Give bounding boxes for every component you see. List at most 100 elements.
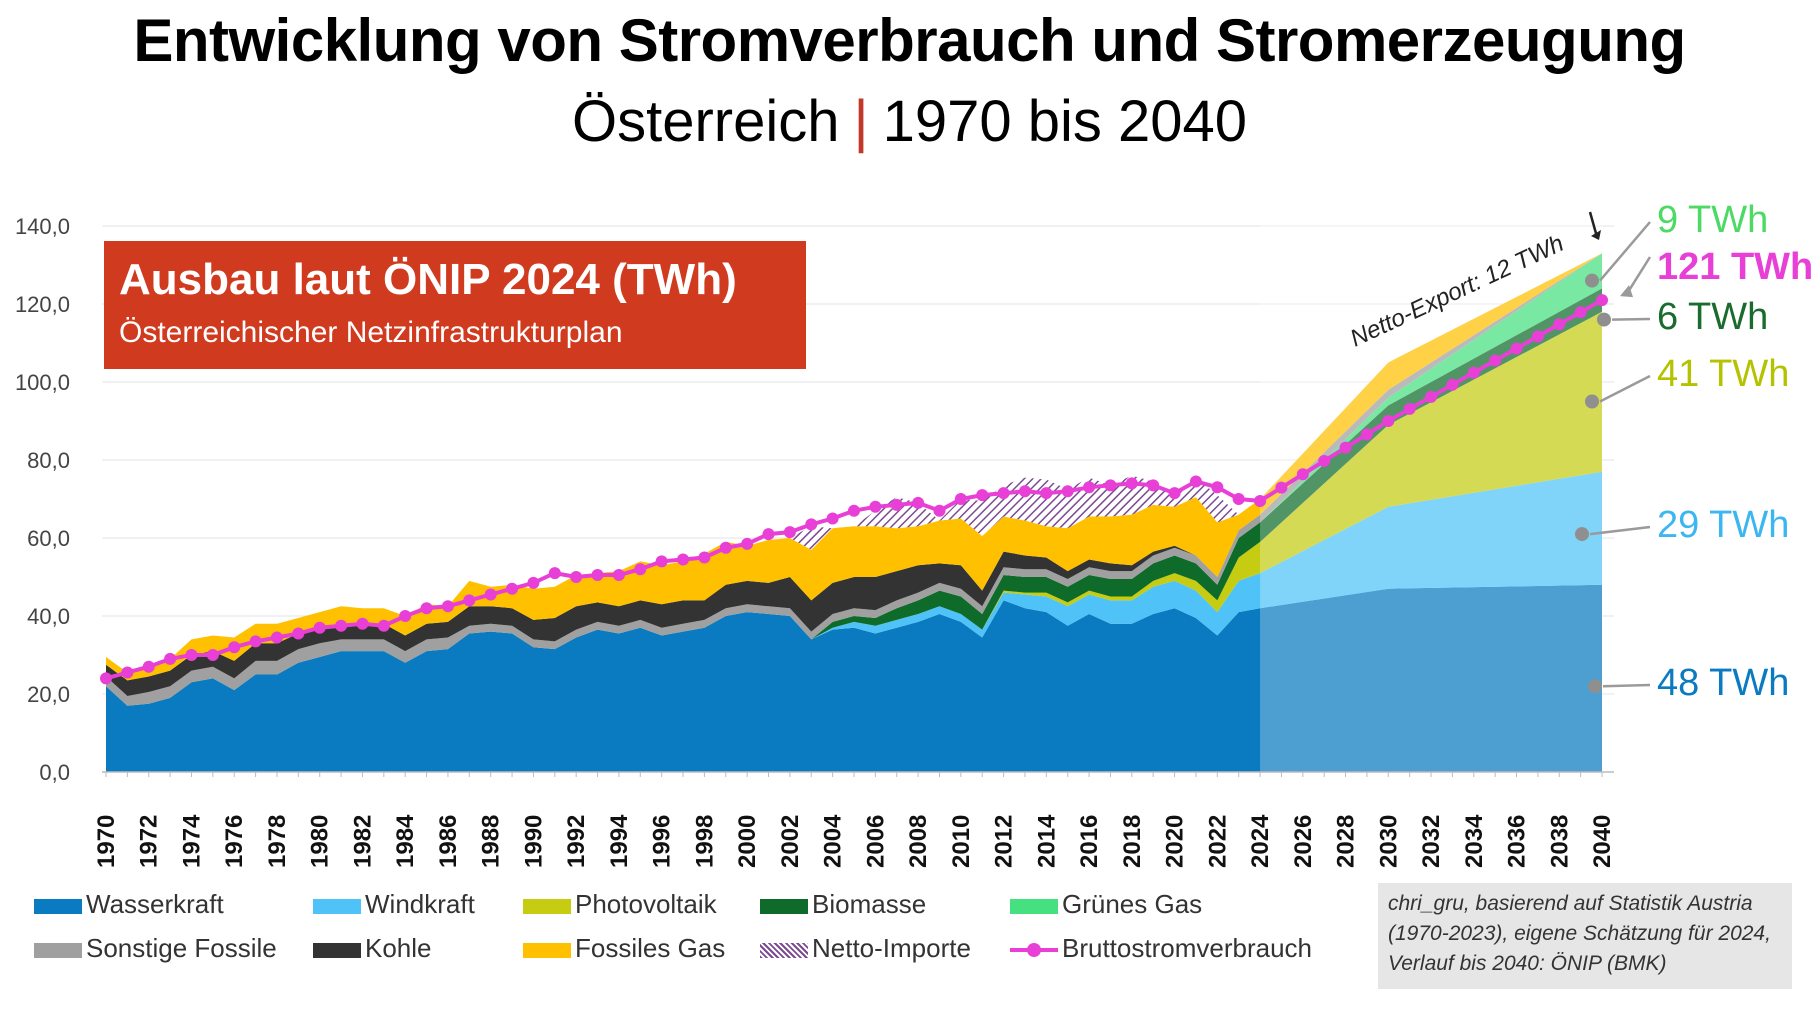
end-label-leader — [1589, 525, 1651, 536]
x-tick-label: 2014 — [1033, 814, 1060, 868]
line-point — [1275, 481, 1288, 494]
line-point — [1232, 493, 1245, 505]
x-tick-label: 2038 — [1546, 815, 1573, 868]
end-label-leader — [1599, 221, 1651, 282]
end-label: 41 TWh — [1657, 353, 1789, 395]
x-tick-label: 1986 — [435, 815, 462, 868]
x-tick-label: 2008 — [905, 815, 932, 868]
y-tick-label: 140,0 — [15, 214, 70, 239]
line-point — [1403, 402, 1416, 415]
line-point — [912, 496, 925, 509]
line-point — [506, 582, 519, 595]
line-point — [1467, 366, 1480, 379]
legend-label: Grünes Gas — [1062, 889, 1203, 919]
area-photovoltaik — [106, 311, 1602, 706]
line-point — [356, 617, 369, 630]
line-point — [270, 631, 283, 644]
line-point — [1318, 454, 1331, 467]
line-point — [1382, 415, 1395, 427]
x-tick-label: 2000 — [734, 815, 761, 868]
legend-label: Wasserkraft — [86, 889, 224, 919]
end-label-leader — [1611, 317, 1651, 321]
line-point — [463, 594, 476, 607]
x-tick-label: 2004 — [820, 814, 847, 868]
area-wasserkraft — [106, 584, 1602, 772]
legend-item: Netto-Importe — [760, 933, 971, 964]
line-point — [612, 569, 625, 582]
line-point — [591, 569, 604, 582]
line-point — [100, 672, 112, 685]
x-tick-label: 1994 — [606, 814, 633, 868]
x-tick-label: 1988 — [478, 815, 505, 868]
legend-swatch — [760, 942, 808, 958]
line-point — [228, 641, 241, 654]
line-point — [335, 619, 348, 632]
line-point — [1211, 481, 1224, 494]
x-tick-label: 2022 — [1204, 815, 1231, 868]
end-label: 9 TWh — [1657, 199, 1768, 241]
line-point — [1446, 378, 1459, 391]
chart-subtitle: Österreich | 1970 bis 2040 — [0, 88, 1819, 155]
x-tick-label: 2024 — [1247, 814, 1274, 868]
line-point — [206, 649, 219, 661]
line-point — [548, 567, 561, 580]
onip-badge: Ausbau laut ÖNIP 2024 (TWh) Österreichis… — [104, 241, 806, 369]
x-tick-label: 1992 — [563, 815, 590, 868]
y-tick-label: 0,0 — [39, 760, 70, 785]
line-point — [1104, 479, 1117, 492]
badge-title: Ausbau laut ÖNIP 2024 (TWh) — [119, 255, 737, 304]
line-point — [441, 600, 454, 613]
x-tick-label: 2026 — [1290, 815, 1317, 868]
line-point — [826, 512, 839, 525]
x-tick-label: 2016 — [1076, 815, 1103, 868]
end-label-dot — [1585, 273, 1599, 288]
y-tick-label: 20,0 — [27, 682, 70, 707]
projection-overlay — [1260, 206, 1603, 772]
area-kohle — [106, 253, 1602, 697]
y-tick-label: 120,0 — [15, 292, 70, 317]
x-tick-label: 2034 — [1461, 814, 1488, 868]
legend-label: Bruttostromverbrauch — [1062, 933, 1312, 963]
end-label: 29 TWh — [1657, 504, 1789, 546]
source-line: chri_gru, basierend auf Statistik Austri… — [1388, 892, 1753, 915]
export-arrowhead — [1591, 230, 1601, 240]
line-point — [164, 652, 177, 665]
x-tick-label: 1978 — [264, 815, 291, 868]
y-tick-label: 80,0 — [27, 448, 70, 473]
line-point — [1425, 390, 1438, 403]
line-point — [185, 649, 198, 661]
line-point — [1189, 475, 1202, 488]
x-tick-label: 1980 — [307, 815, 334, 868]
x-tick-label: 2002 — [777, 815, 804, 868]
line-point — [1168, 487, 1181, 500]
line-point — [1147, 479, 1160, 492]
x-tick-label: 2028 — [1333, 815, 1360, 868]
end-label: 48 TWh — [1657, 662, 1789, 704]
end-label-dot — [1588, 679, 1602, 694]
legend-item: Sonstige Fossile — [34, 933, 277, 964]
y-tick-label: 40,0 — [27, 604, 70, 629]
legend-label: Windkraft — [365, 889, 475, 919]
x-tick-label: 1984 — [392, 814, 419, 868]
y-tick-label: 100,0 — [15, 370, 70, 395]
line-point — [1531, 330, 1544, 343]
x-tick-label: 2020 — [1162, 815, 1189, 868]
line-point — [1061, 485, 1074, 498]
x-tick-label: 2032 — [1418, 815, 1445, 868]
line-point — [484, 588, 497, 601]
consumption-line — [100, 294, 1608, 685]
projection-shade — [1260, 206, 1603, 772]
line-point — [719, 541, 732, 554]
end-label: 6 TWh — [1657, 296, 1768, 338]
line-point — [313, 621, 326, 634]
line-point — [698, 551, 711, 564]
legend-swatch — [1010, 942, 1058, 958]
legend-item: Fossiles Gas — [523, 933, 725, 964]
end-label-dot — [1597, 312, 1611, 327]
legend-item: Biomasse — [760, 889, 926, 920]
x-tick-label: 2018 — [1119, 815, 1146, 868]
line-point — [1040, 487, 1053, 500]
line-point — [420, 602, 433, 615]
line-point — [997, 487, 1010, 500]
